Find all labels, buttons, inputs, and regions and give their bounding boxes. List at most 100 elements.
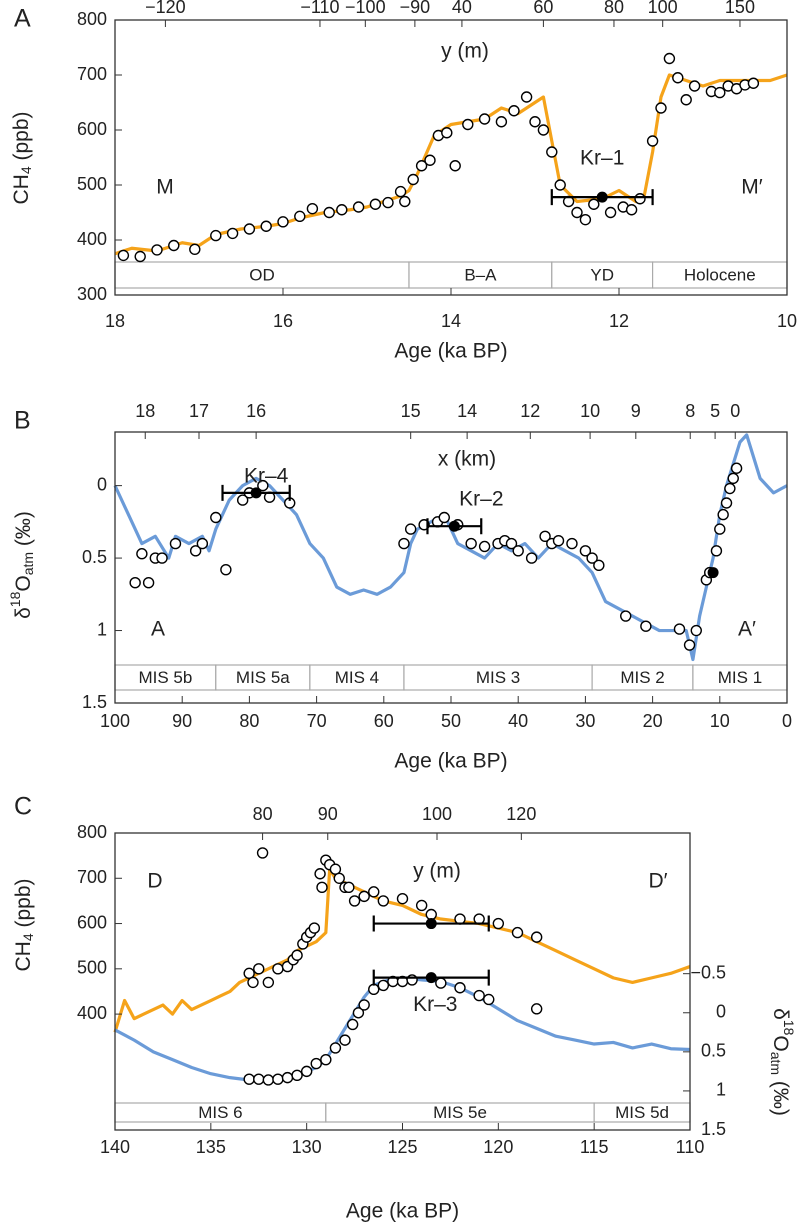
data-point [262, 976, 275, 989]
y-tick-label: 300 [77, 284, 107, 304]
data-point [415, 160, 428, 172]
data-point [294, 210, 306, 223]
axis-label-part: δ [12, 607, 35, 619]
axis-label-part: O [12, 575, 35, 591]
y2-tick-label: 0 [716, 1002, 726, 1022]
stage-band [403, 664, 593, 691]
panel-letter: C [14, 793, 32, 821]
annotation: D′ [648, 870, 667, 893]
data-point [646, 135, 659, 147]
data-point [625, 204, 638, 216]
data-point [530, 1003, 543, 1015]
data-point [320, 1053, 332, 1066]
data-point [663, 52, 676, 65]
axis-label-part: (ppb) [12, 879, 35, 934]
x-tick-label: 20 [643, 711, 663, 731]
data-point [404, 523, 417, 535]
top-tick-label: 18 [135, 401, 155, 421]
annotation: M′ [741, 176, 762, 199]
panel-letter: A [14, 5, 31, 33]
data-point [640, 620, 652, 632]
annotation: M [156, 176, 174, 199]
data-point [398, 537, 410, 550]
top-tick-label: 0 [730, 401, 740, 421]
axis-label-part: CH [12, 941, 35, 971]
data-point [369, 198, 382, 210]
x-tick-label: 125 [387, 1137, 417, 1157]
x-tick-label: 70 [307, 711, 327, 731]
top-tick-label: 100 [648, 0, 678, 17]
y-tick-label: 0 [97, 474, 107, 494]
axis-label-part: O [769, 1035, 792, 1051]
top-tick-label: 12 [520, 401, 540, 421]
stage-label: MIS 2 [620, 668, 664, 687]
data-line [113, 867, 691, 1033]
data-point [291, 949, 303, 961]
data-point [465, 537, 477, 550]
stage-label: MIS 6 [198, 1103, 242, 1122]
data-point [272, 1073, 284, 1085]
data-point [530, 931, 543, 943]
top-tick-label: 10 [580, 401, 600, 421]
data-point [634, 193, 646, 205]
key-point [448, 520, 460, 532]
data-point [368, 886, 380, 898]
data-point [546, 146, 558, 158]
data-point [415, 899, 428, 912]
data-point [478, 113, 491, 125]
top-tick-label: 40 [452, 0, 472, 17]
x-tick-label: 40 [508, 711, 528, 731]
data-point [329, 1042, 342, 1054]
data-point [136, 548, 148, 560]
data-point [672, 72, 684, 84]
data-point [554, 179, 566, 191]
axis-label: CH4 (ppb) [10, 112, 34, 205]
stage-label: YD [590, 265, 614, 284]
top-axis-label: y (m) [413, 860, 461, 883]
data-point [257, 479, 269, 492]
y-tick-label: 1.5 [82, 692, 107, 712]
point-label: Kr–4 [244, 464, 289, 487]
data-point [520, 91, 533, 103]
x-tick-label: 12 [609, 311, 629, 331]
stage-label: MIS 5e [433, 1103, 487, 1122]
data-point [566, 537, 578, 550]
data-point [256, 847, 269, 859]
data-point [394, 185, 407, 198]
annotation: D [147, 870, 162, 893]
stage-band [309, 664, 405, 691]
y2-tick-label: 0.5 [701, 1041, 726, 1061]
stage-label: Holocene [684, 265, 756, 284]
data-point [717, 508, 729, 521]
axis-label-part: 4 [20, 933, 36, 941]
key-point [707, 567, 719, 579]
data-point [358, 890, 370, 903]
data-point [586, 552, 598, 564]
data-point [260, 220, 272, 232]
stage-label: OD [249, 265, 275, 284]
data-point [425, 908, 437, 921]
key-point [250, 487, 262, 499]
axis-label-part: (‰) [12, 511, 35, 552]
data-point [336, 204, 348, 216]
data-point [308, 922, 321, 934]
stage-band [408, 261, 553, 289]
axis-label-part: atm [20, 552, 36, 575]
key-point [425, 972, 437, 984]
x-tick-label: 60 [374, 711, 394, 731]
stage-label: MIS 5b [138, 668, 192, 687]
y-tick-label: 700 [77, 867, 107, 887]
x-tick-label: 10 [710, 711, 730, 731]
data-point [511, 926, 524, 939]
data-point [714, 523, 726, 535]
data-point [243, 1073, 255, 1085]
top-tick-label: 60 [533, 0, 553, 17]
axis-label-part: CH [10, 174, 33, 204]
x-tick-label: 50 [441, 711, 461, 731]
data-point [508, 105, 520, 117]
y-tick-label: 400 [77, 1003, 107, 1023]
data-point [593, 559, 605, 572]
top-tick-label: −110 [300, 0, 339, 17]
axis-label-part: δ [769, 1008, 792, 1020]
